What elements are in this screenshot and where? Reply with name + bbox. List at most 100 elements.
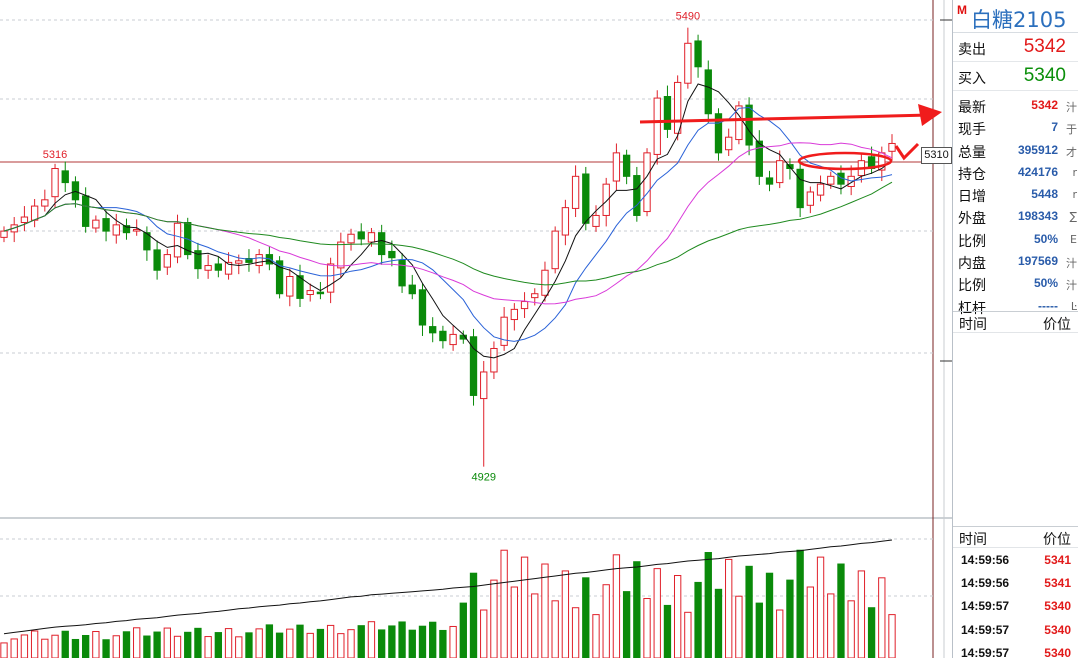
stat-value: 7 [1051,120,1058,135]
volume-bar [643,598,651,658]
stat-value: 197569 [1017,254,1058,269]
volume-bar [71,638,80,658]
candle-body [571,175,580,209]
volume-bar [81,634,90,658]
stats-table: 最新 5342 汁 现手 7 于 总量 395912 才 持仓 424176 r 日增 5448 r… [953,91,1078,318]
volume-bar [194,627,202,658]
candle-body [449,333,457,346]
volume-bar [20,634,29,658]
volume-bar [531,593,539,658]
candle-body [622,154,631,177]
volume-bar [827,593,835,658]
volume-bar [143,635,151,658]
candle-body [286,275,294,297]
high-label-5490: 5490 [676,11,700,23]
ticks-time-header: 时间 [959,532,987,548]
volume-bar [326,624,335,658]
stat-cut: r [1072,188,1077,202]
candle-body [153,249,161,271]
kline-chart-area[interactable]: 5316 5490 4929 5310 [0,0,952,658]
candle-body [776,160,784,184]
ask-label: 卖出 [958,42,986,58]
annotation-ellipse [797,151,893,171]
stat-cut: ∑ [1069,210,1077,224]
volume-bar [459,602,467,658]
volume-bar [796,549,804,658]
volume-bar [102,639,110,658]
volume-bar [133,627,141,658]
tick-time: 14:59:57 [961,646,1010,658]
candle-body [0,230,8,238]
volume-bar [439,629,447,658]
tick-time: 14:59:56 [961,576,1010,590]
volume-bar [204,636,212,658]
tick-row: 14:59:56 5341 [953,572,1078,596]
candle-body [347,233,355,244]
tick-row: 14:59:56 5341 [953,549,1078,573]
stat-cut: r [1072,165,1077,179]
candle-body [765,177,774,185]
stat-row: 总量 395912 才 [953,140,1078,162]
annotation-check [894,142,920,161]
candle-body [418,289,427,326]
tick-row: 14:59:57 5340 [953,619,1078,643]
ticks-price-header: 价位 [1043,532,1071,548]
volume-bar [255,628,263,658]
candle-body [204,265,212,271]
candle-body [367,232,376,243]
stat-label: 最新 [958,100,986,116]
price-tag: 5310 [921,147,952,164]
candle-body [541,269,549,296]
candle-body [480,371,488,400]
stat-value: ----- [1038,298,1058,313]
volume-bar [347,629,355,658]
candle-body [816,183,825,196]
ticks-header-2: 时间 价位 [953,526,1078,548]
stat-row: 杠杆 ----- Ŀ [953,296,1078,318]
quote-panel: M 白糖2105 卖出 5342 买入 5340 最新 5342 汁 现手 7 于 总量… [952,0,1078,658]
volume-bar [816,556,825,658]
instrument-name[interactable]: 白糖2105 [971,8,1067,32]
candle-body [81,195,90,227]
candle-body [133,229,141,232]
bid-row: 买入 5340 [953,62,1078,91]
volume-bar [224,628,233,658]
low-label-4929: 4929 [471,472,495,484]
stat-value: 50% [1033,276,1058,291]
candle-body [653,97,661,155]
candle-body [439,330,447,342]
volume-bar [173,635,182,658]
candle-body [51,168,59,198]
candle-body [714,113,723,154]
candle-body [510,308,519,321]
stat-cut: 汁 [1066,101,1077,114]
volume-bar [622,591,631,658]
stat-value: 5448 [1031,187,1058,202]
candle-body [235,260,243,264]
candle-body [520,301,529,310]
volume-bar [357,625,365,658]
market-badge: M [957,3,967,17]
volume-bar [245,632,253,658]
candle-body [357,231,365,240]
stat-row: 比例 50% E [953,229,1078,251]
volume-bar [735,595,743,658]
volume-bar [30,630,39,658]
annotation-arrow-line [639,113,931,124]
kline-chart-svg[interactable]: 5316 5490 4929 [0,0,952,658]
volume-bar [765,572,774,658]
stat-value: 50% [1033,231,1058,246]
volume-bar [500,549,508,658]
candle-body [408,284,416,295]
volume-bar [480,609,488,658]
volume-bar [612,554,621,658]
volume-bar [561,570,570,658]
stat-label: 持仓 [958,166,986,183]
candle-body [725,136,733,151]
volume-bar [786,579,794,658]
volume-bar [837,563,845,658]
volume-bar [214,632,223,658]
stat-row: 最新 5342 汁 [953,95,1078,117]
candle-body [61,170,69,184]
volume-bar [337,633,345,658]
